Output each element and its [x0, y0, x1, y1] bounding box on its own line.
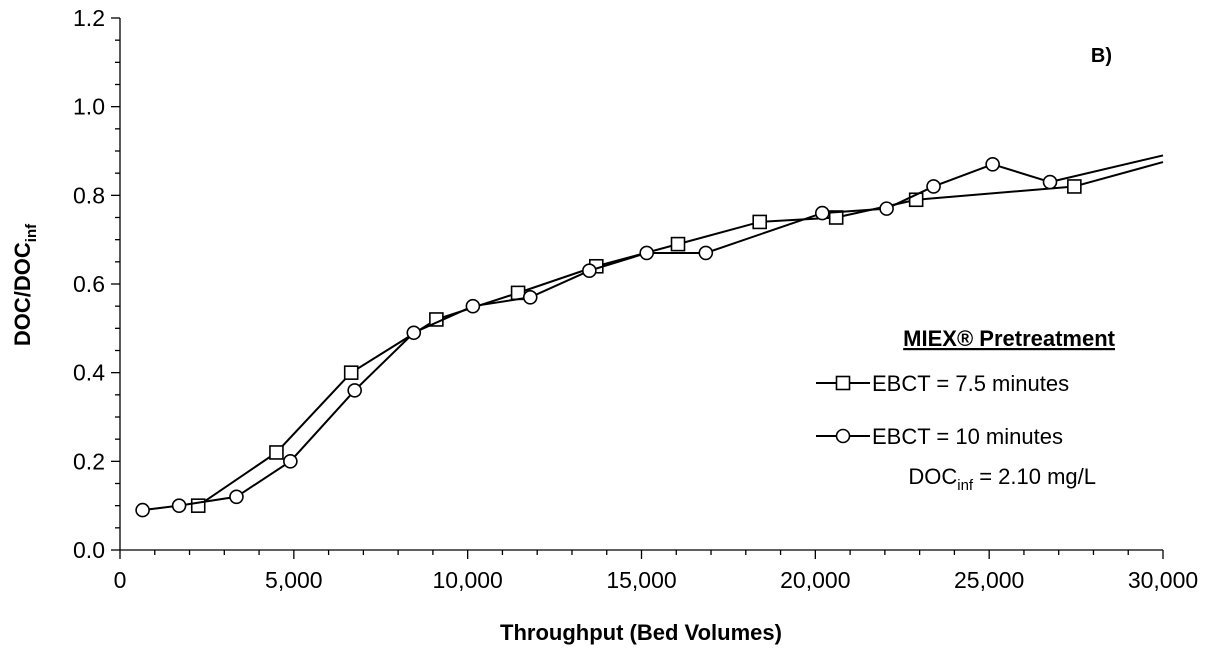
- series-line-circle: [142, 163, 1051, 512]
- x-tick-label: 0: [114, 567, 127, 593]
- trend-line-circle: [1049, 154, 1164, 184]
- data-point-circle: [171, 498, 187, 513]
- legend-label: EBCT = 7.5 minutes: [872, 371, 1069, 396]
- series-circle: [135, 154, 1164, 518]
- data-point-square: [670, 236, 686, 252]
- data-point-circle: [814, 205, 830, 221]
- data-point-circle: [522, 289, 538, 305]
- legend-title: MIEX® Pretreatment: [903, 326, 1115, 351]
- data-point-circle: [283, 454, 298, 469]
- legend-note-sub: inf: [957, 477, 974, 494]
- legend-note-rest: = 2.10 mg/L: [973, 464, 1096, 489]
- data-point-circle: [698, 245, 714, 261]
- ticks: 0 5,000 10,000 15,000 20,000 25,000 30,000 0.0 0…: [73, 5, 1198, 593]
- legend-label: EBCT = 10 minutes: [872, 424, 1063, 449]
- y-tick-label: 0.0: [73, 537, 105, 563]
- x-tick-label: 5,000: [265, 567, 323, 593]
- panel-label: B): [1091, 45, 1112, 67]
- series-layer: [135, 154, 1164, 518]
- data-point-circle: [406, 325, 422, 341]
- legend-items: EBCT = 7.5 minutes EBCT = 10 minutes: [816, 371, 1069, 449]
- x-tick-label: 20,000: [780, 567, 850, 593]
- y-tick-label: 1.0: [73, 94, 105, 120]
- legend-marker-square: [835, 375, 851, 391]
- data-point-circle: [135, 502, 150, 518]
- data-point-circle: [1042, 174, 1058, 190]
- x-tick-label: 25,000: [954, 567, 1024, 593]
- y-axis-title: DOC/DOCinf: [10, 223, 40, 346]
- legend: MIEX® Pretreatment EBCT = 7.5 minutesEBC…: [816, 326, 1116, 494]
- y-axis-title-main: DOC/DOC: [10, 242, 35, 346]
- x-tick-label: 15,000: [606, 567, 676, 593]
- data-point-circle: [465, 298, 481, 314]
- data-point-circle: [879, 201, 894, 216]
- legend-note-main: DOC: [908, 464, 957, 489]
- trend-line-square: [1074, 161, 1164, 188]
- x-tick-label: 30,000: [1128, 567, 1198, 593]
- data-point-circle: [347, 383, 362, 398]
- y-tick-label: 1.2: [73, 5, 105, 31]
- legend-item-circle: EBCT = 10 minutes: [816, 424, 1063, 449]
- y-tick-label: 0.6: [73, 271, 105, 297]
- y-tick-label: 0.8: [73, 182, 105, 208]
- x-axis-title: Throughput (Bed Volumes): [500, 620, 782, 645]
- data-point-square: [269, 445, 284, 460]
- data-point-circle: [926, 179, 941, 194]
- data-point-circle: [229, 489, 244, 505]
- y-axis-title-sub: inf: [23, 223, 40, 242]
- data-point-square: [752, 214, 768, 230]
- legend-item-square: EBCT = 7.5 minutes: [816, 371, 1069, 396]
- data-point-circle: [582, 263, 597, 279]
- x-tick-label: 10,000: [432, 567, 502, 593]
- y-tick-label: 0.2: [73, 448, 105, 474]
- data-point-circle: [639, 245, 655, 261]
- legend-note: DOCinf = 2.10 mg/L: [908, 464, 1096, 494]
- legend-marker-circle: [835, 428, 851, 444]
- data-point-square: [1067, 179, 1082, 194]
- data-point-square: [828, 210, 844, 225]
- data-point-square: [343, 365, 359, 380]
- y-tick-label: 0.4: [73, 360, 105, 386]
- data-point-square: [510, 285, 526, 301]
- data-point-circle: [985, 157, 1000, 172]
